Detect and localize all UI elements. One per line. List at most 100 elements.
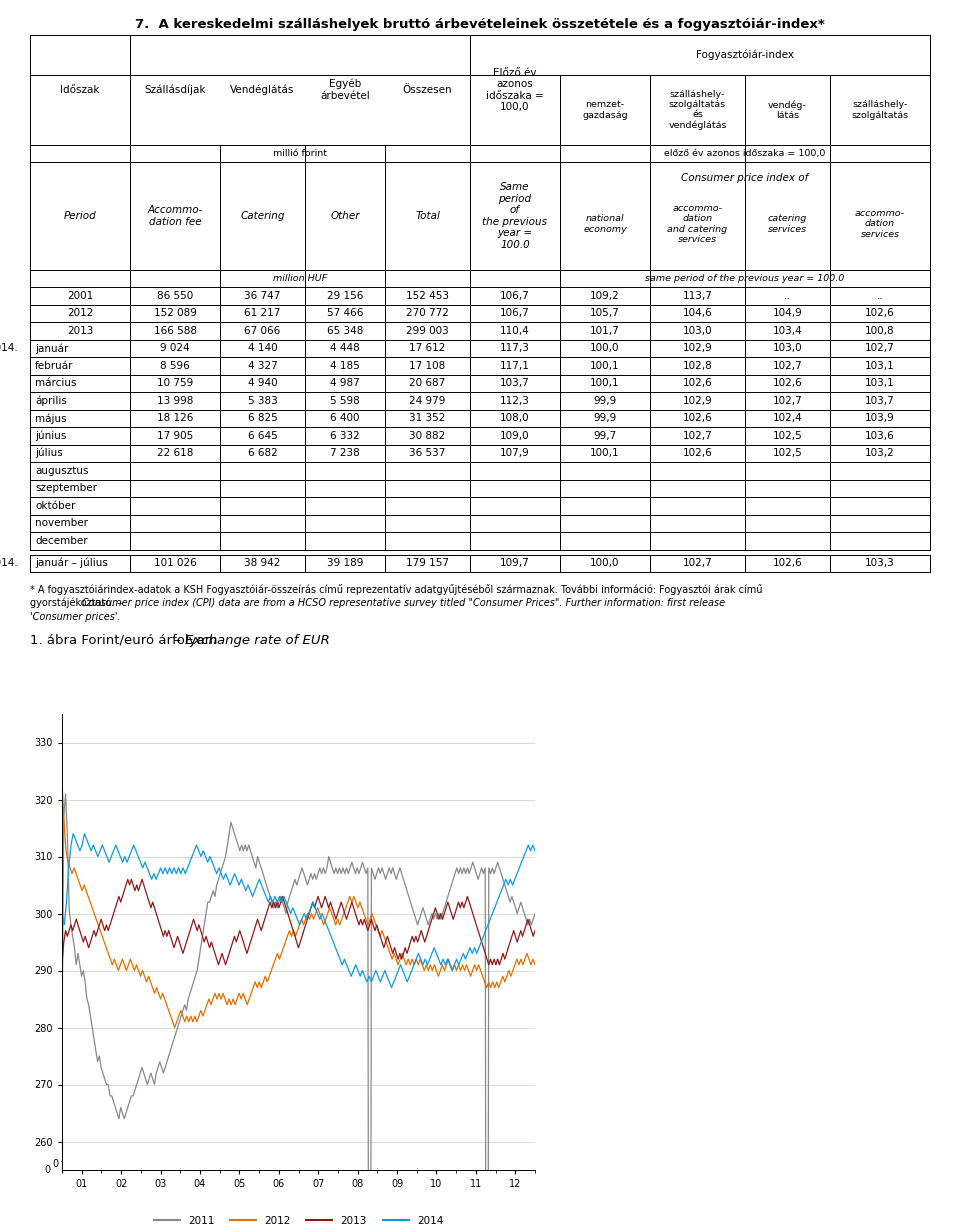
Text: 4 448: 4 448 [330, 344, 360, 353]
Text: 100,8: 100,8 [865, 325, 895, 336]
Text: 31 352: 31 352 [409, 413, 445, 423]
Text: 102,6: 102,6 [865, 308, 895, 318]
Text: 10 759: 10 759 [156, 378, 193, 388]
Text: nemzet-
gazdaság: nemzet- gazdaság [582, 101, 628, 120]
Text: 102,7: 102,7 [683, 431, 712, 440]
Text: 17 108: 17 108 [409, 361, 445, 371]
Text: 117,3: 117,3 [500, 344, 530, 353]
Text: vendég-
látás: vendég- látás [768, 101, 806, 120]
Text: 112,3: 112,3 [500, 396, 530, 406]
Text: 4 987: 4 987 [330, 378, 360, 388]
Text: 4 185: 4 185 [330, 361, 360, 371]
Text: accommo-
dation
services: accommo- dation services [855, 209, 905, 239]
Text: 107,9: 107,9 [500, 448, 530, 458]
Text: 103,0: 103,0 [773, 344, 803, 353]
Text: december: december [35, 536, 87, 546]
Text: 113,7: 113,7 [683, 291, 712, 301]
Text: 5 598: 5 598 [330, 396, 360, 406]
Text: 18 126: 18 126 [156, 413, 193, 423]
Text: 29 156: 29 156 [326, 291, 363, 301]
Text: 109,0: 109,0 [500, 431, 530, 440]
Text: 4 940: 4 940 [248, 378, 277, 388]
Text: 299 003: 299 003 [406, 325, 449, 336]
Text: 109,2: 109,2 [590, 291, 620, 301]
Text: 106,7: 106,7 [500, 308, 530, 318]
Text: július: július [35, 448, 62, 459]
Text: accommo-
dation
and catering
services: accommo- dation and catering services [667, 204, 728, 244]
Text: 104,6: 104,6 [683, 308, 712, 318]
Text: előző év azonos időszaka = 100,0: előző év azonos időszaka = 100,0 [664, 148, 826, 158]
Text: 108,0: 108,0 [500, 413, 530, 423]
Text: * A fogyasztóiárindex-adatok a KSH Fogyasztóiár-összeírás című reprezentatív ada: * A fogyasztóiárindex-adatok a KSH Fogya… [30, 584, 762, 595]
Text: 102,6: 102,6 [773, 558, 803, 568]
Text: 102,9: 102,9 [683, 344, 712, 353]
Text: 152 089: 152 089 [154, 308, 197, 318]
Text: 6 400: 6 400 [330, 413, 360, 423]
Text: 20 687: 20 687 [409, 378, 445, 388]
Text: 65 348: 65 348 [326, 325, 363, 336]
Text: 105,7: 105,7 [590, 308, 620, 318]
Text: 109,7: 109,7 [500, 558, 530, 568]
Text: million HUF: million HUF [273, 274, 327, 283]
Text: 57 466: 57 466 [326, 308, 363, 318]
Text: Összesen: Összesen [402, 85, 452, 94]
Text: 152 453: 152 453 [406, 291, 449, 301]
Text: 30 882: 30 882 [409, 431, 445, 440]
Text: 103,6: 103,6 [865, 431, 895, 440]
Text: 270 772: 270 772 [406, 308, 449, 318]
Text: 100,0: 100,0 [590, 558, 620, 568]
Text: 99,7: 99,7 [593, 431, 616, 440]
Text: szeptember: szeptember [35, 483, 97, 493]
Text: 117,1: 117,1 [500, 361, 530, 371]
Text: 102,7: 102,7 [773, 396, 803, 406]
Text: 2012: 2012 [67, 308, 93, 318]
Text: 101,7: 101,7 [590, 325, 620, 336]
Text: 38 942: 38 942 [244, 558, 280, 568]
Text: 6 645: 6 645 [248, 431, 277, 440]
Text: augusztus: augusztus [35, 466, 88, 476]
Text: Same
period
of
the previous
year =
100.0: Same period of the previous year = 100.0 [483, 182, 547, 250]
Text: ..: .. [784, 291, 791, 301]
Text: 24 979: 24 979 [409, 396, 445, 406]
Text: 67 066: 67 066 [245, 325, 280, 336]
Text: 102,8: 102,8 [683, 361, 712, 371]
Text: 102,9: 102,9 [683, 396, 712, 406]
Text: 17 612: 17 612 [409, 344, 445, 353]
Text: szálláshely-
szolgáltatás
és
vendéglátás: szálláshely- szolgáltatás és vendéglátás [668, 90, 727, 130]
Text: Catering: Catering [240, 211, 285, 221]
Text: same period of the previous year = 100.0: same period of the previous year = 100.0 [645, 274, 845, 283]
Text: 102,6: 102,6 [773, 378, 803, 388]
Text: szálláshely-
szolgáltatás: szálláshely- szolgáltatás [852, 101, 908, 120]
Text: 99,9: 99,9 [593, 413, 616, 423]
Text: 99,9: 99,9 [593, 396, 616, 406]
Text: 'Consumer prices'.: 'Consumer prices'. [30, 612, 121, 622]
Text: 104,9: 104,9 [773, 308, 803, 318]
Text: 13 998: 13 998 [156, 396, 193, 406]
Text: Fogyasztóiár-index: Fogyasztóiár-index [696, 50, 794, 60]
Text: 2013: 2013 [67, 325, 93, 336]
Text: 2001: 2001 [67, 291, 93, 301]
Text: 102,6: 102,6 [683, 378, 712, 388]
Text: 102,7: 102,7 [865, 344, 895, 353]
Text: 103,3: 103,3 [865, 558, 895, 568]
Text: 166 588: 166 588 [154, 325, 197, 336]
Text: 102,7: 102,7 [683, 558, 712, 568]
Text: április: április [35, 395, 67, 406]
Text: május: május [35, 413, 66, 423]
Text: – Exchange rate of EUR: – Exchange rate of EUR [170, 634, 330, 647]
Text: 100,1: 100,1 [590, 448, 620, 458]
Text: 100,0: 100,0 [590, 344, 620, 353]
Text: 6 682: 6 682 [248, 448, 277, 458]
Text: 36 537: 36 537 [409, 448, 445, 458]
Text: 103,7: 103,7 [865, 396, 895, 406]
Text: 4 140: 4 140 [248, 344, 277, 353]
Text: Other: Other [330, 211, 360, 221]
Text: 7.  A kereskedelmi szálláshelyek bruttó árbevételeinek összetétele és a fogyaszt: 7. A kereskedelmi szálláshelyek bruttó á… [135, 18, 825, 31]
Text: 17 905: 17 905 [156, 431, 193, 440]
Text: 103,2: 103,2 [865, 448, 895, 458]
Text: Egyéb
árbevétel: Egyéb árbevétel [320, 79, 370, 101]
Text: 102,5: 102,5 [773, 431, 803, 440]
Text: Accommo-
dation fee: Accommo- dation fee [147, 205, 203, 227]
Text: 61 217: 61 217 [244, 308, 280, 318]
Text: Consumer price index (CPI) data are from a HCSO representative survey titled "Co: Consumer price index (CPI) data are from… [82, 598, 725, 609]
